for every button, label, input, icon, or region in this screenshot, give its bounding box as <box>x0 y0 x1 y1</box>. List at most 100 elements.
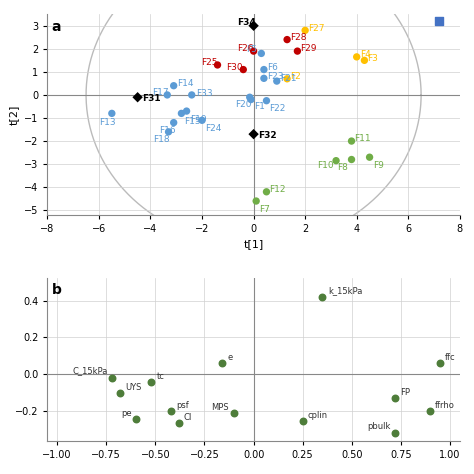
Text: F5: F5 <box>246 46 257 55</box>
Point <box>301 27 309 34</box>
Point <box>170 82 177 90</box>
Point <box>134 93 141 101</box>
Point <box>175 419 183 427</box>
Point <box>188 91 195 99</box>
Text: F21: F21 <box>280 74 296 83</box>
Text: F14: F14 <box>177 79 193 88</box>
Text: F13: F13 <box>99 118 116 127</box>
Text: F31: F31 <box>142 94 161 103</box>
Point <box>214 61 221 69</box>
Text: UYS: UYS <box>125 383 141 392</box>
Point <box>263 188 270 196</box>
Point <box>230 410 238 417</box>
Point <box>250 47 257 55</box>
Text: C_15kPa: C_15kPa <box>73 366 108 375</box>
Text: F9: F9 <box>373 161 383 170</box>
Point <box>283 36 291 44</box>
Text: b: b <box>52 283 62 297</box>
Text: F4: F4 <box>360 50 371 59</box>
Y-axis label: t[2]: t[2] <box>9 104 18 125</box>
Text: CI: CI <box>184 413 192 422</box>
Text: F23: F23 <box>267 72 283 81</box>
Text: F24: F24 <box>205 124 221 133</box>
Point <box>132 415 139 422</box>
Text: F34: F34 <box>237 18 255 27</box>
Text: MPS: MPS <box>211 403 229 412</box>
Point <box>332 157 340 164</box>
Text: a: a <box>52 20 61 34</box>
Text: F16: F16 <box>160 126 176 135</box>
Text: F26: F26 <box>237 44 253 53</box>
Text: F32: F32 <box>258 131 277 140</box>
Text: cplin: cplin <box>308 410 328 419</box>
Text: FP: FP <box>400 389 410 397</box>
Text: k_15kPa: k_15kPa <box>328 286 363 295</box>
Text: F3: F3 <box>367 54 378 63</box>
Point <box>435 18 443 25</box>
Point <box>361 56 368 64</box>
Point <box>219 359 226 367</box>
Point <box>283 75 291 82</box>
Text: F22: F22 <box>270 104 286 113</box>
Point <box>109 374 116 382</box>
Point <box>239 66 247 73</box>
Point <box>198 117 206 124</box>
Text: F18: F18 <box>153 136 170 145</box>
Text: F2: F2 <box>290 72 301 81</box>
Point <box>299 417 307 424</box>
Point <box>348 156 356 164</box>
Point <box>247 96 255 103</box>
Text: F28: F28 <box>290 33 307 42</box>
Text: ffrho: ffrho <box>435 401 455 410</box>
Point <box>263 97 270 104</box>
Point <box>260 74 268 82</box>
Text: F19: F19 <box>190 115 206 124</box>
Point <box>250 130 257 138</box>
Text: F12: F12 <box>270 185 286 194</box>
Point <box>252 197 260 205</box>
Text: psf: psf <box>176 401 189 410</box>
Point <box>353 53 360 61</box>
Point <box>319 293 326 301</box>
Point <box>366 154 374 161</box>
Point <box>391 394 399 402</box>
Text: pe: pe <box>121 409 132 418</box>
Point <box>257 50 265 57</box>
Point <box>391 429 399 437</box>
Point <box>260 66 268 73</box>
Text: F8: F8 <box>337 163 348 172</box>
Point <box>148 378 155 385</box>
Text: pbulk: pbulk <box>368 422 391 431</box>
X-axis label: t[1]: t[1] <box>244 239 264 249</box>
Point <box>165 128 173 136</box>
Text: F7: F7 <box>259 205 270 214</box>
Text: F17: F17 <box>152 88 168 97</box>
Point <box>170 119 177 127</box>
Text: F6: F6 <box>267 63 278 72</box>
Text: F15: F15 <box>184 117 201 126</box>
Point <box>250 22 257 29</box>
Point <box>293 47 301 55</box>
Text: F1: F1 <box>254 102 265 111</box>
Point <box>348 137 356 145</box>
Point <box>164 91 171 99</box>
Point <box>116 389 124 397</box>
Point <box>427 408 434 415</box>
Point <box>167 408 175 415</box>
Text: F30: F30 <box>226 63 242 72</box>
Text: ffc: ffc <box>445 354 456 363</box>
Point <box>183 107 191 115</box>
Point <box>108 109 116 117</box>
Text: F29: F29 <box>301 44 317 53</box>
Text: e: e <box>227 354 232 363</box>
Point <box>246 93 254 101</box>
Text: F27: F27 <box>308 24 325 33</box>
Point <box>178 109 185 117</box>
Text: F11: F11 <box>355 134 371 143</box>
Text: F10: F10 <box>318 161 334 170</box>
Point <box>437 359 444 367</box>
Text: F25: F25 <box>201 58 217 67</box>
Text: tc: tc <box>156 372 164 381</box>
Point <box>273 77 281 85</box>
Text: F20: F20 <box>236 100 252 109</box>
